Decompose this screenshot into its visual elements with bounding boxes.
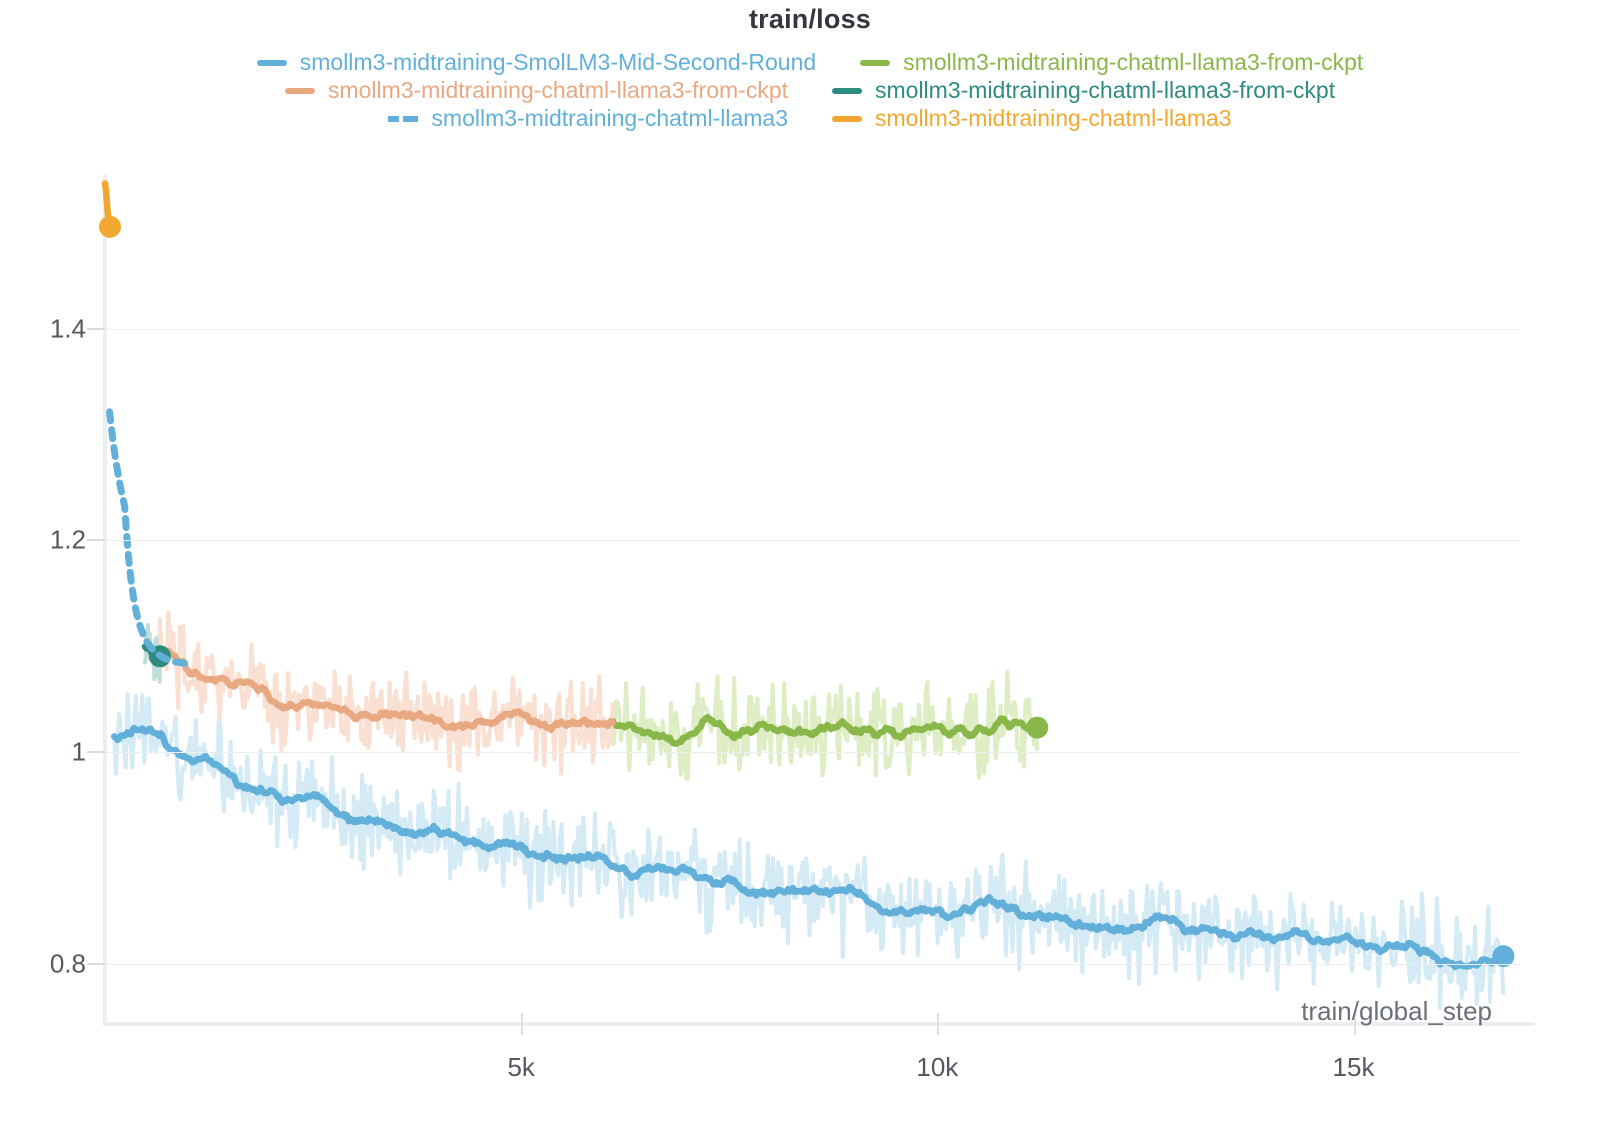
x-tick-mark	[521, 1013, 524, 1035]
gridline-horizontal	[105, 752, 1520, 754]
chart-legend: smollm3-midtraining-SmolLM3-Mid-Second-R…	[0, 50, 1620, 131]
legend-color-swatch	[832, 87, 862, 94]
series-line[interactable]	[110, 724, 1507, 971]
y-tick-label: 1.2	[49, 524, 86, 555]
legend-item-label: smollm3-midtraining-chatml-llama3	[875, 105, 1232, 131]
legend-color-swatch	[284, 87, 315, 94]
legend-item[interactable]: smollm3-midtraining-chatml-llama3-from-c…	[860, 50, 1363, 75]
legend-item[interactable]: smollm3-midtraining-chatml-llama3-from-c…	[832, 78, 1335, 103]
y-tick-label: 1	[71, 736, 86, 767]
series-line[interactable]	[153, 644, 616, 734]
x-tick-mark	[937, 1013, 940, 1035]
series-line[interactable]	[106, 408, 191, 668]
y-tick-label: 1.4	[49, 313, 86, 344]
legend-color-swatch	[388, 115, 419, 122]
legend-row: smollm3-midtraining-SmolLM3-Mid-Second-R…	[256, 49, 1363, 75]
legend-item[interactable]: smollm3-midtraining-chatml-llama3	[388, 106, 788, 131]
legend-color-swatch	[832, 115, 862, 122]
legend-item-label: smollm3-midtraining-chatml-llama3	[431, 105, 788, 131]
series-end-marker[interactable]	[1492, 945, 1515, 968]
legend-item-label: smollm3-midtraining-chatml-llama3-from-c…	[327, 77, 788, 103]
legend-item[interactable]: smollm3-midtraining-SmolLM3-Mid-Second-R…	[256, 49, 817, 75]
legend-item-label: smollm3-midtraining-chatml-llama3-from-c…	[903, 49, 1364, 75]
y-axis-line	[103, 175, 107, 1026]
legend-color-swatch	[860, 59, 891, 66]
y-tick-mark	[87, 327, 105, 330]
x-tick-label: 10k	[916, 1052, 959, 1082]
x-axis-title: train/global_step	[1301, 996, 1492, 1026]
legend-item-label: smollm3-midtraining-chatml-llama3-from-c…	[875, 77, 1336, 103]
gridline-horizontal	[105, 540, 1520, 542]
x-axis-line	[105, 1022, 1535, 1026]
series-layer	[98, 180, 1515, 1011]
legend-row: smollm3-midtraining-chatml-llama3 smollm3…	[388, 106, 1232, 131]
legend-item-label: smollm3-midtraining-SmolLM3-Mid-Second-R…	[299, 49, 817, 75]
gridline-horizontal	[105, 328, 1520, 330]
series-raw-band	[154, 610, 615, 776]
y-tick-mark	[87, 751, 105, 754]
page-title: train/loss	[748, 4, 872, 34]
series-end-marker[interactable]	[1026, 716, 1049, 739]
y-tick-label: 0.8	[49, 948, 86, 979]
legend-row: smollm3-midtraining-chatml-llama3-from-c…	[284, 77, 1335, 103]
x-tick-label: 15k	[1332, 1052, 1375, 1082]
plot-area	[98, 175, 1520, 1022]
x-tick-mark	[1353, 1013, 1356, 1035]
gridline-horizontal	[105, 963, 1520, 965]
series-end-marker[interactable]	[98, 215, 121, 238]
y-tick-mark	[87, 962, 105, 965]
legend-color-swatch	[256, 59, 287, 66]
y-tick-mark	[87, 539, 105, 542]
legend-item[interactable]: smollm3-midtraining-chatml-llama3-from-c…	[284, 77, 788, 103]
legend-item[interactable]: smollm3-midtraining-chatml-llama3	[832, 106, 1232, 131]
series-line[interactable]	[609, 714, 1041, 747]
x-tick-label: 5k	[507, 1052, 535, 1082]
